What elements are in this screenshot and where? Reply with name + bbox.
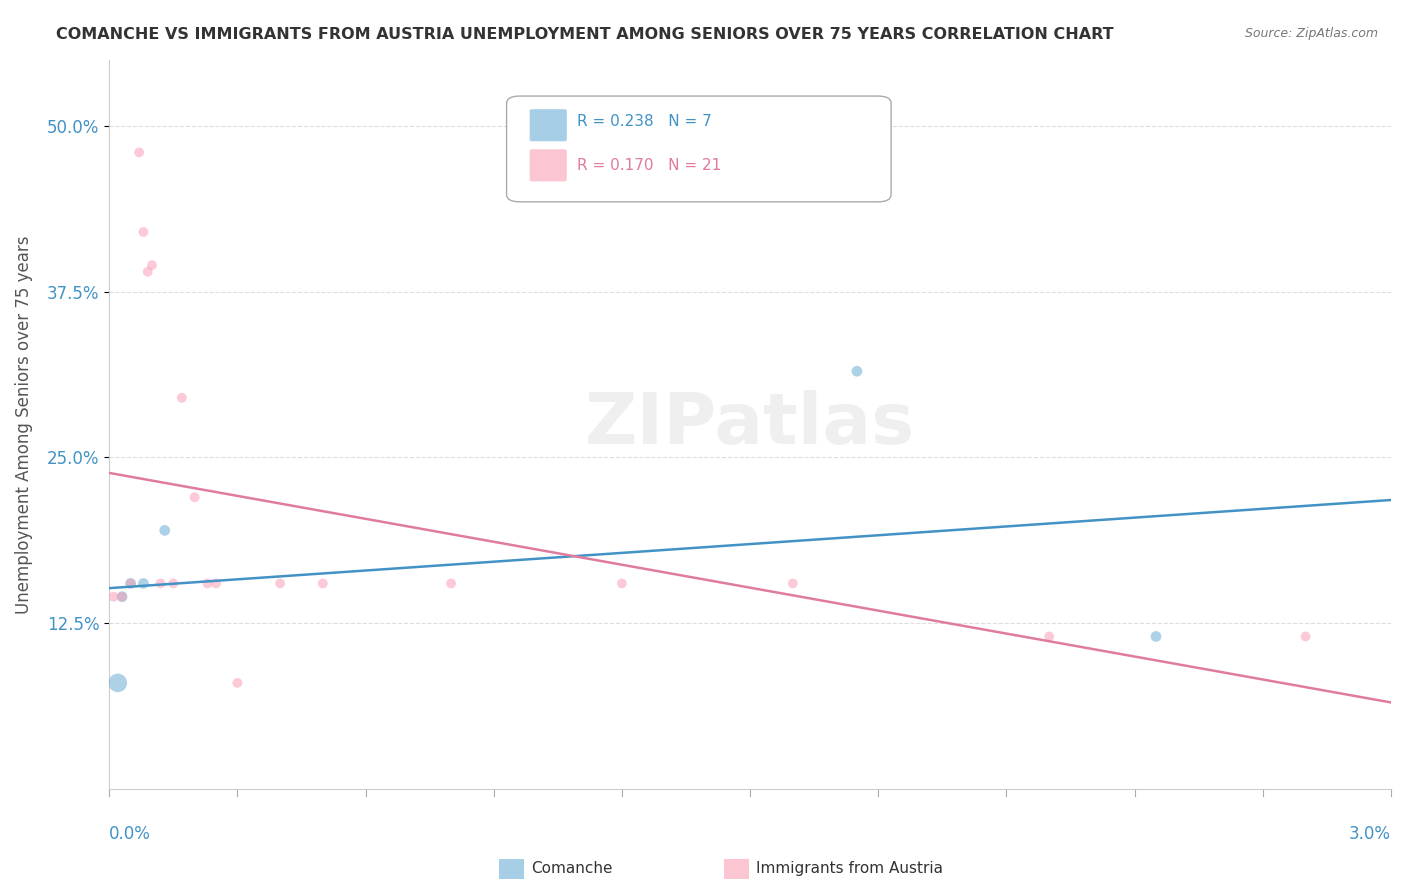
Point (312, 576, 335, 591)
Point (120, 576, 142, 591)
Point (136, 265, 159, 279)
Point (153, 524, 176, 538)
Point (1144, 630, 1167, 644)
Text: Comanche: Comanche (531, 862, 613, 876)
Point (610, 576, 633, 591)
Text: COMANCHE VS IMMIGRANTS FROM AUSTRIA UNEMPLOYMENT AMONG SENIORS OVER 75 YEARS COR: COMANCHE VS IMMIGRANTS FROM AUSTRIA UNEM… (56, 27, 1114, 42)
Point (226, 676, 249, 690)
Point (782, 576, 804, 591)
Point (103, 590, 125, 604)
Point (149, 576, 172, 591)
Point (1038, 630, 1060, 644)
FancyBboxPatch shape (506, 96, 891, 202)
Point (111, 590, 134, 604)
Text: ZIPatlas: ZIPatlas (585, 390, 915, 458)
Point (111, 590, 134, 604)
Point (141, 258, 163, 272)
Point (162, 576, 184, 591)
Point (120, 576, 142, 591)
Point (440, 576, 463, 591)
Point (269, 576, 291, 591)
Point (132, 225, 155, 239)
FancyBboxPatch shape (530, 109, 567, 141)
Text: R = 0.238   N = 7: R = 0.238 N = 7 (576, 114, 711, 129)
Text: 0.0%: 0.0% (110, 825, 150, 844)
Point (197, 576, 219, 591)
Point (132, 576, 155, 591)
Point (107, 676, 129, 690)
Y-axis label: Unemployment Among Seniors over 75 years: Unemployment Among Seniors over 75 years (15, 235, 32, 614)
Point (1295, 630, 1317, 644)
Point (845, 364, 868, 378)
Point (183, 490, 205, 504)
Text: R = 0.170   N = 21: R = 0.170 N = 21 (576, 158, 721, 173)
Text: Source: ZipAtlas.com: Source: ZipAtlas.com (1244, 27, 1378, 40)
Point (205, 576, 228, 591)
FancyBboxPatch shape (530, 149, 567, 181)
Text: 3.0%: 3.0% (1348, 825, 1391, 844)
Point (128, 145, 150, 160)
Text: Immigrants from Austria: Immigrants from Austria (756, 862, 943, 876)
Point (170, 391, 193, 405)
